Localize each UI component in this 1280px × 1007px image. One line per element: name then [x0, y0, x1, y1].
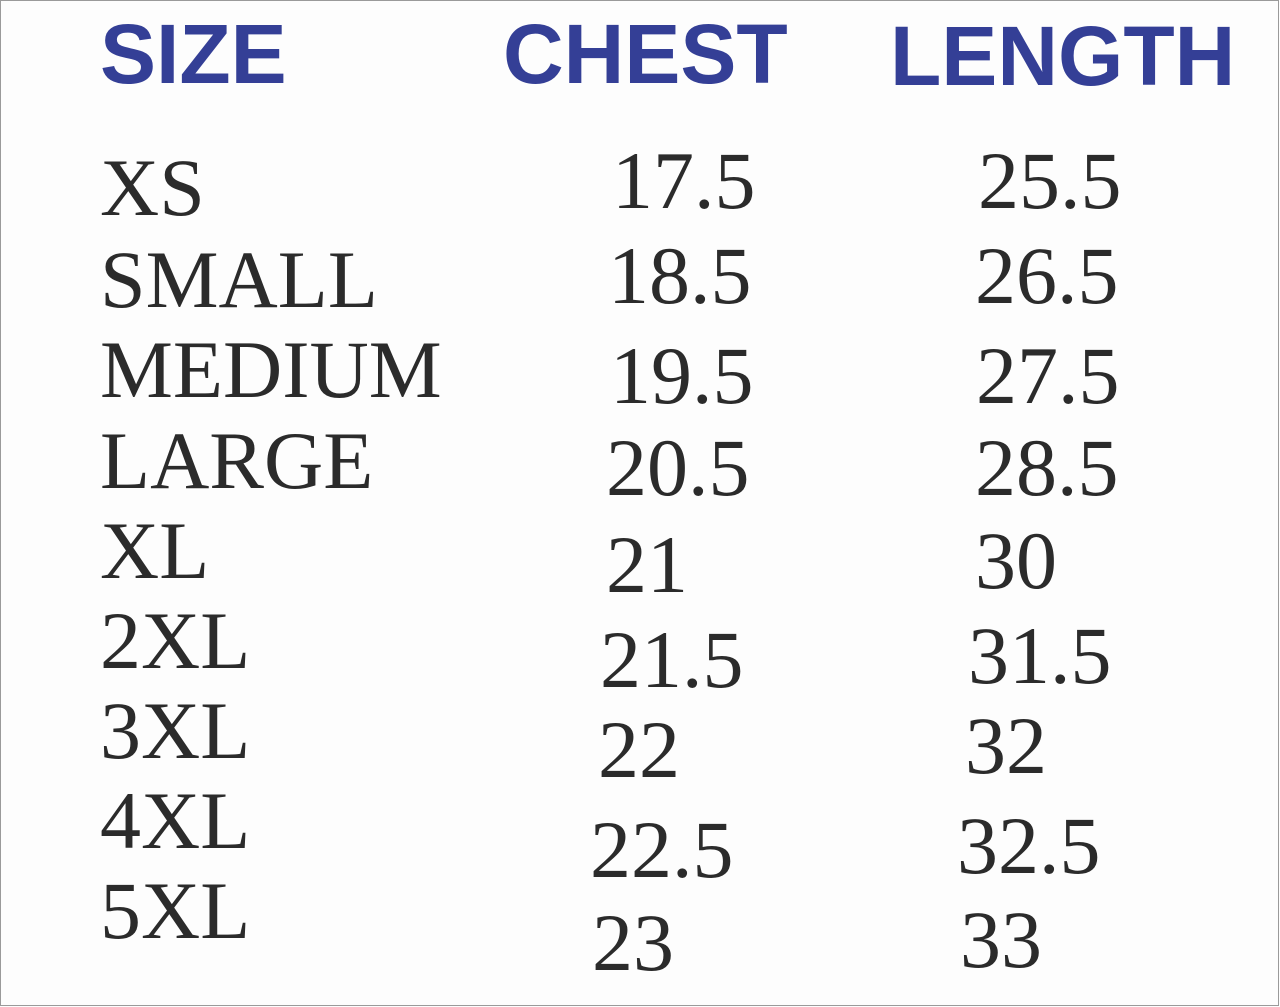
size-cell: SMALL [100, 234, 378, 325]
length-cell: 30 [975, 515, 1057, 606]
length-cell: 27.5 [976, 330, 1120, 421]
column-header: CHEST [503, 7, 788, 101]
size-cell: 5XL [100, 865, 250, 956]
chest-cell: 18.5 [608, 230, 752, 321]
size-cell: 2XL [100, 595, 250, 686]
chest-cell: 17.5 [612, 135, 756, 226]
column-header: LENGTH [890, 9, 1235, 103]
size-cell: XS [100, 142, 205, 233]
table: SIZE CHEST LENGTH XS 17.5 25.5 SMALL 18.5 26.5 ME… [100, 7, 1235, 988]
size-cell: 3XL [100, 685, 250, 776]
size-cell: LARGE [100, 415, 373, 506]
length-cell: 28.5 [975, 422, 1119, 513]
length-cell: 33 [960, 894, 1042, 985]
chest-cell: 23 [592, 897, 674, 988]
column-header: SIZE [100, 7, 287, 101]
length-cell: 31.5 [968, 610, 1112, 701]
chest-cell: 22.5 [590, 804, 734, 895]
chest-cell: 20.5 [606, 422, 750, 513]
length-cell: 32.5 [957, 800, 1101, 891]
length-cell: 26.5 [975, 230, 1119, 321]
size-cell: XL [100, 505, 209, 596]
chest-cell: 22 [598, 704, 680, 795]
length-cell: 25.5 [978, 135, 1122, 226]
size-cell: 4XL [100, 775, 250, 866]
chest-cell: 21.5 [600, 614, 744, 705]
length-cell: 32 [965, 700, 1047, 791]
size-cell: MEDIUM [100, 324, 442, 415]
chest-cell: 21 [606, 519, 688, 610]
chest-cell: 19.5 [610, 330, 754, 421]
